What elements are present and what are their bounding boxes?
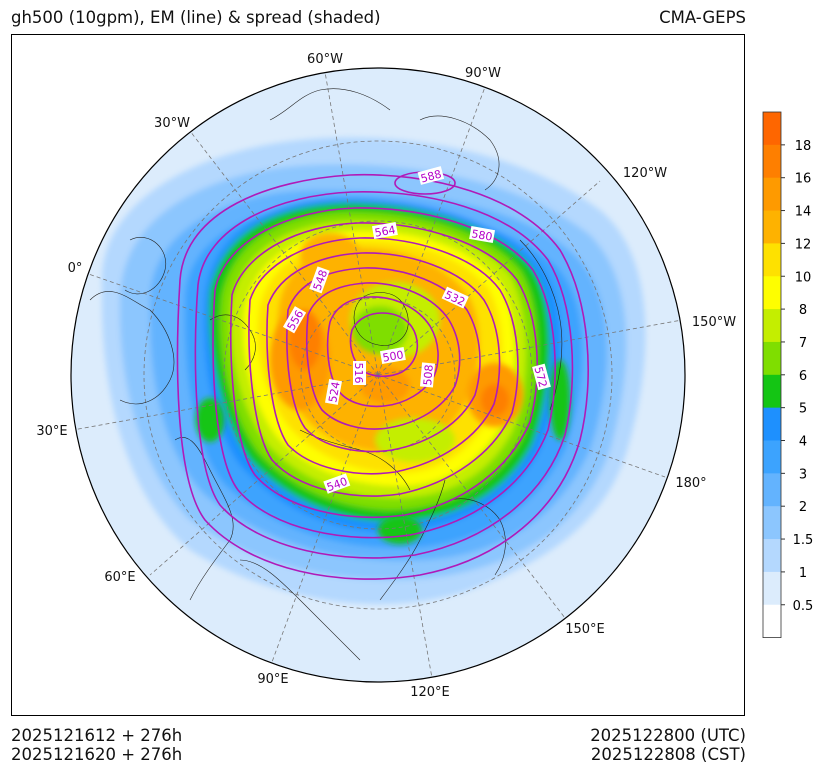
lon-label: 180° <box>675 476 706 491</box>
lon-label: 150°E <box>565 622 605 637</box>
map-boundary <box>70 67 686 683</box>
colorbar: 18 16 14 12 10 8 7 6 5 4 3 2 1.5 1 0.5 <box>762 111 814 639</box>
colorbar-swatch <box>763 144 781 179</box>
svg-text:580: 580 <box>470 227 493 243</box>
colorbar-swatch <box>763 604 781 639</box>
contour-label: 564 <box>371 222 398 240</box>
colorbar-swatch <box>763 276 781 310</box>
colorbar-swatch <box>763 374 781 409</box>
lon-label: 30°W <box>154 116 190 131</box>
lon-label: 120°W <box>623 166 667 181</box>
colorbar-swatch <box>763 473 781 507</box>
svg-text:516: 516 <box>352 363 365 384</box>
map-frame <box>11 34 745 716</box>
svg-text:564: 564 <box>374 223 397 239</box>
colorbar-label: 3 <box>799 467 807 482</box>
lon-label: 90°E <box>257 672 288 687</box>
colorbar-label: 16 <box>795 172 812 187</box>
valid-time: 2025122800 (UTC) 2025122808 (CST) <box>590 726 746 764</box>
colorbar-label: 4 <box>799 435 807 450</box>
lon-label: 90°W <box>465 66 501 81</box>
contour-label: 516 <box>352 361 366 385</box>
colorbar-swatch <box>763 440 781 474</box>
colorbar-swatch <box>763 112 781 146</box>
contour-label: 580 <box>469 226 496 244</box>
colorbar-swatch <box>763 309 781 343</box>
contour-label: 588 <box>417 166 445 185</box>
svg-text:508: 508 <box>421 364 436 386</box>
colorbar-swatch <box>763 506 781 540</box>
valid-utc: 2025122800 (UTC) <box>590 726 746 745</box>
colorbar-swatch <box>763 407 781 441</box>
init-cst: 2025121620 + 276h <box>11 745 183 764</box>
svg-text:524: 524 <box>326 381 342 404</box>
colorbar-label: 1.5 <box>793 533 814 548</box>
init-time: 2025121612 + 276h 2025121620 + 276h <box>11 726 182 764</box>
colorbar-label: 5 <box>799 402 807 417</box>
colorbar-label: 12 <box>795 237 812 252</box>
colorbar-swatch <box>763 177 781 212</box>
svg-text:572: 572 <box>532 365 550 389</box>
colorbar-label: 7 <box>799 336 807 351</box>
colorbar-swatch <box>763 243 781 277</box>
lon-label: 60°W <box>307 52 343 67</box>
colorbar-label: 10 <box>795 270 812 285</box>
lon-label: 150°W <box>692 315 736 330</box>
colorbar-label: 14 <box>795 205 812 220</box>
lon-label: 120°E <box>410 685 450 700</box>
colorbar-swatch <box>763 341 781 376</box>
colorbar-label: 0.5 <box>793 599 814 614</box>
colorbar-label: 8 <box>799 303 807 318</box>
colorbar-swatch <box>763 539 781 573</box>
colorbar-label: 18 <box>795 139 812 154</box>
valid-cst: 2025122808 (CST) <box>590 745 746 764</box>
model-name: CMA-GEPS <box>659 8 746 27</box>
svg-text:500: 500 <box>382 348 405 364</box>
contour-label: 524 <box>325 378 343 405</box>
colorbar-label: 6 <box>799 369 807 384</box>
contour-label: 508 <box>419 362 436 388</box>
colorbar-swatch <box>763 571 781 606</box>
init-utc: 2025121612 + 276h <box>11 726 183 745</box>
colorbar-swatch <box>763 210 781 244</box>
lon-label: 0° <box>68 261 83 276</box>
height-contours <box>176 171 589 580</box>
lon-label: 60°E <box>104 570 135 585</box>
contour-label: 572 <box>532 363 551 391</box>
longitude-labels: 60°W 90°W 30°W 120°W 0° 150°W 30°E 180° 60°E 150°… <box>36 52 736 700</box>
lon-label: 30°E <box>36 424 67 439</box>
map-title: gh500 (10gpm), EM (line) & spread (shade… <box>11 8 381 27</box>
coastlines <box>89 88 563 661</box>
contour-label: 500 <box>379 347 406 365</box>
colorbar-label: 2 <box>799 500 807 515</box>
svg-text:588: 588 <box>419 167 443 185</box>
colorbar-label: 1 <box>799 566 807 581</box>
